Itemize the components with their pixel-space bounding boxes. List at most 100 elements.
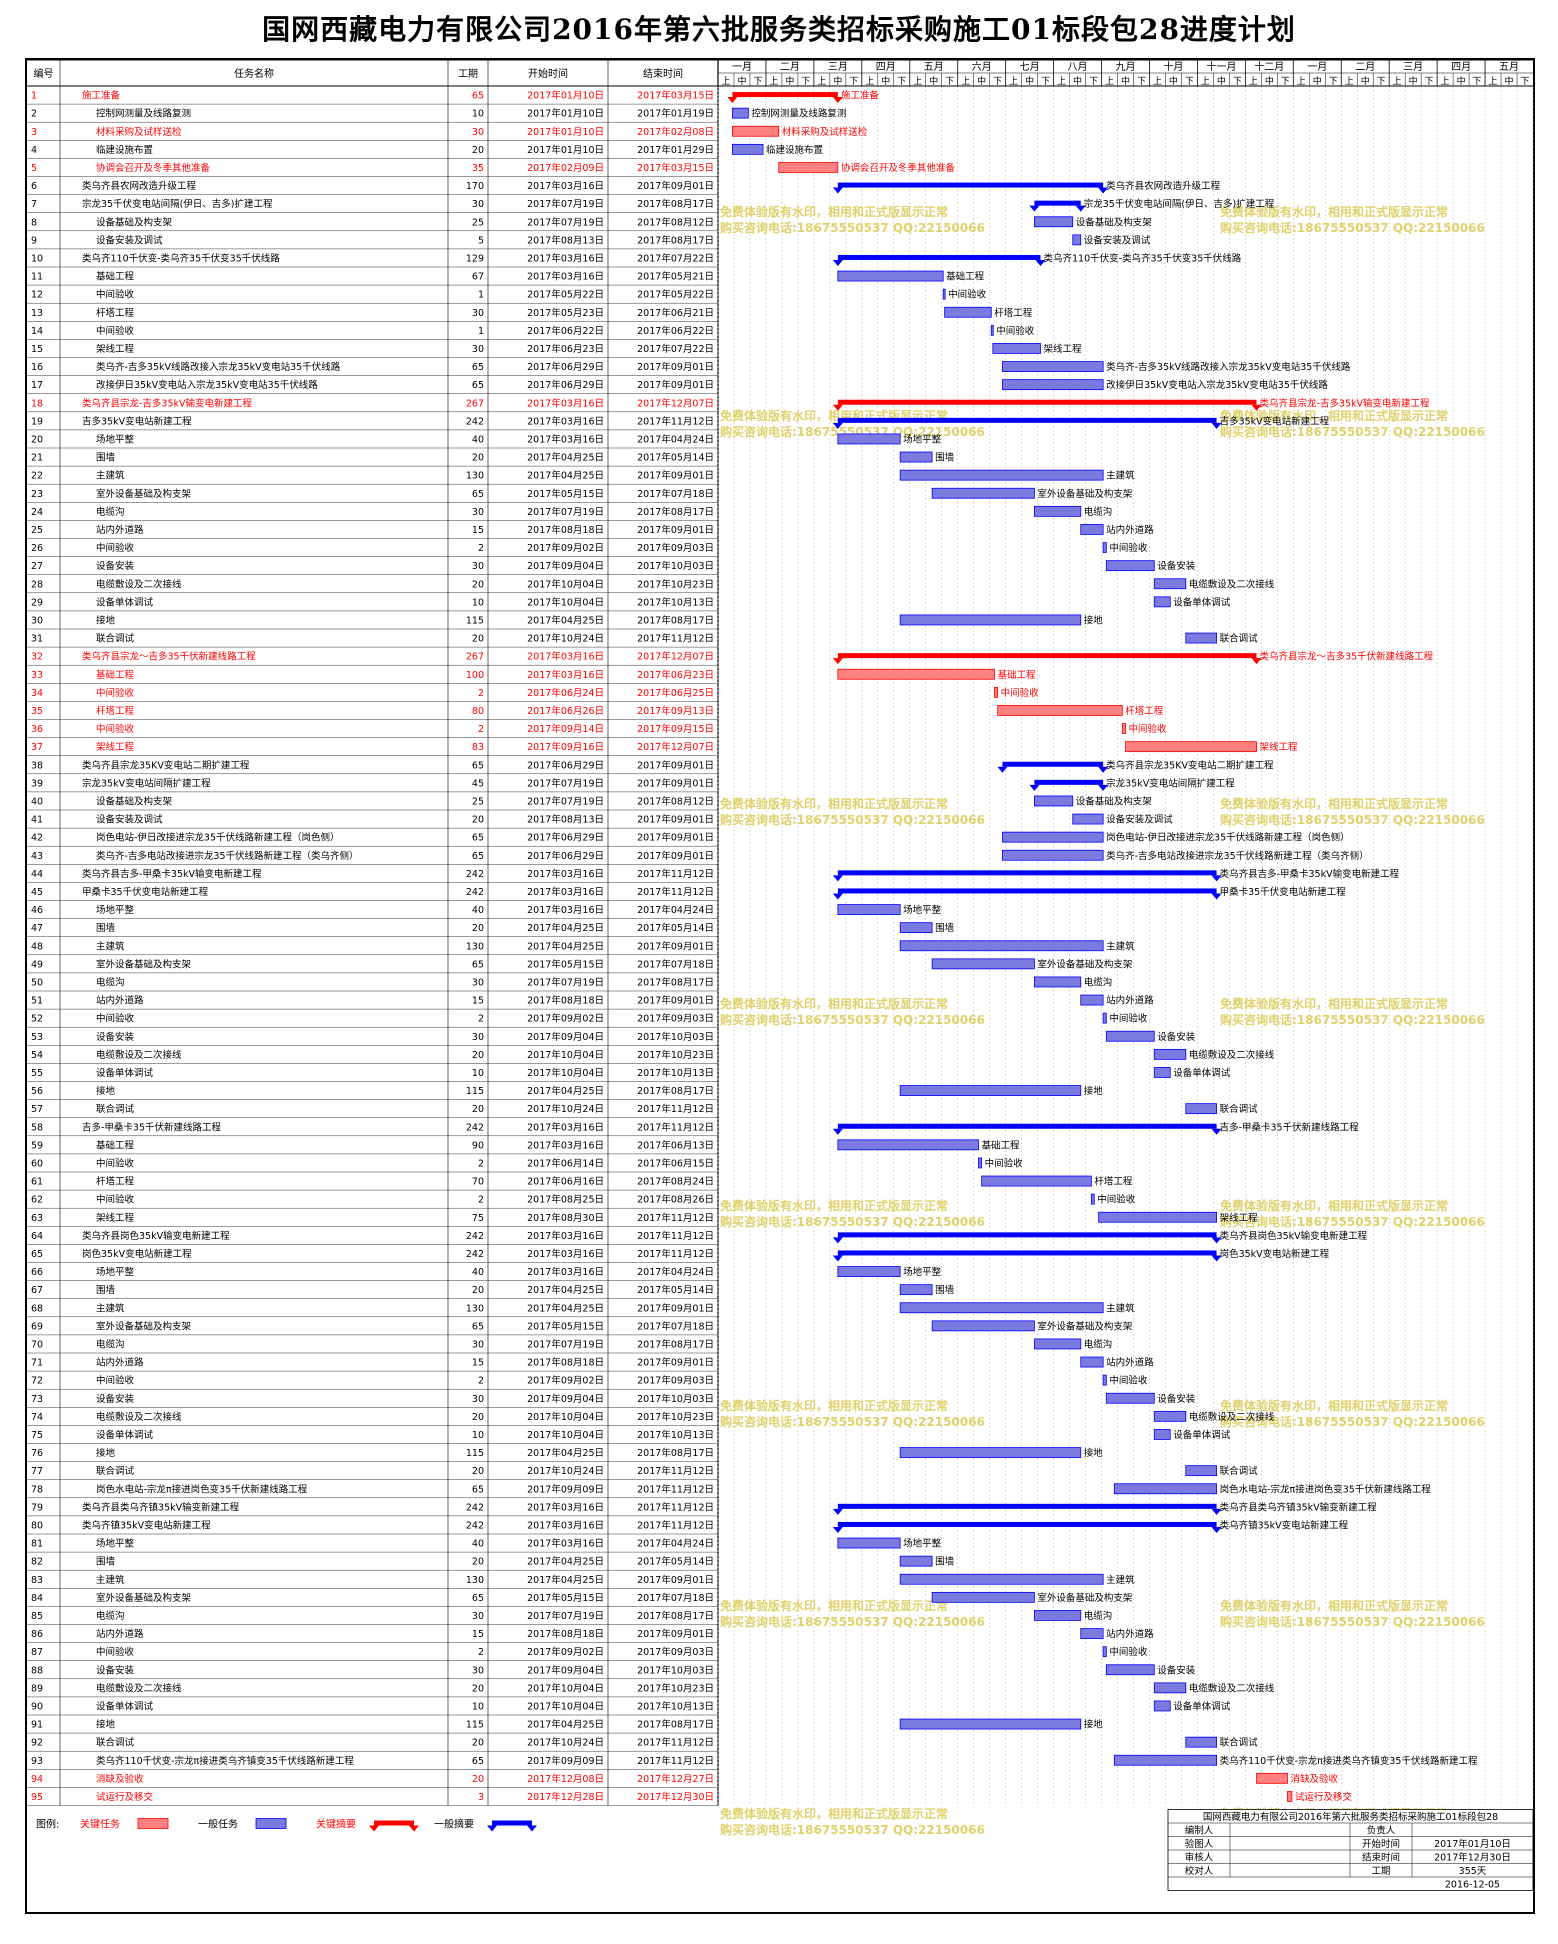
task-46-bar-label: 场地平整 (903, 904, 942, 916)
dekad-label: 上 (1201, 76, 1210, 87)
task-84-duration: 65 (472, 1593, 484, 1604)
task-66-id: 66 (31, 1267, 43, 1278)
watermark-text: 购买咨询电话:18675550537 QQ:22150066 (720, 1822, 985, 1837)
task-90-end: 2017年10月13日 (637, 1700, 714, 1712)
dekad-label: 中 (881, 75, 890, 87)
task-25-bar (1080, 524, 1104, 535)
dekad-label: 中 (1169, 75, 1178, 87)
task-8-name: 设备基础及构支架 (96, 216, 173, 228)
task-2-duration: 10 (472, 109, 484, 120)
task-10-duration: 129 (466, 253, 484, 264)
task-86-end: 2017年09月01日 (637, 1628, 714, 1640)
dekad-label: 上 (913, 76, 922, 87)
task-23-end: 2017年07月18日 (637, 488, 714, 500)
task-92-start: 2017年10月24日 (527, 1737, 604, 1749)
task-11-bar-label: 基础工程 (946, 271, 985, 283)
task-65-bar-label: 岗色35kV变电站新建工程 (1220, 1248, 1330, 1260)
dekad-label: 下 (1041, 77, 1050, 87)
task-49-duration: 65 (472, 959, 484, 970)
task-18-duration: 267 (466, 398, 484, 409)
task-4-name: 临建设施布置 (96, 144, 153, 156)
task-32-end: 2017年12月07日 (637, 651, 714, 663)
task-19-start: 2017年03月16日 (527, 415, 604, 427)
task-19-duration: 242 (466, 416, 484, 427)
task-34-duration: 2 (478, 688, 484, 699)
task-43-name: 类乌齐-吉多电站改接进宗龙35千伏线路新建工程（类乌齐侧） (96, 850, 359, 862)
task-76-end: 2017年08月17日 (637, 1447, 714, 1459)
task-20-bar-label: 场地平整 (903, 433, 942, 445)
task-7-id: 7 (31, 199, 37, 210)
task-32-summary-cap-start (832, 658, 843, 665)
task-19-bar-label: 吉多35kV变电站新建工程 (1220, 415, 1330, 427)
legend-summary-swatch (374, 1820, 414, 1826)
task-85-start: 2017年07月19日 (527, 1610, 604, 1622)
task-9-start: 2017年08月13日 (527, 234, 604, 246)
task-86-duration: 15 (472, 1629, 484, 1640)
task-33-duration: 100 (466, 670, 484, 681)
task-80-duration: 242 (466, 1520, 484, 1531)
task-77-bar-label: 联合调试 (1220, 1465, 1259, 1477)
task-23-name: 室外设备基础及构支架 (96, 488, 192, 500)
task-1-summary-bar (732, 92, 838, 98)
task-78-id: 78 (31, 1484, 43, 1495)
task-12-name: 中间验收 (96, 289, 135, 301)
task-1-bar-label: 施工准备 (841, 90, 880, 102)
task-46-start: 2017年03月16日 (527, 904, 604, 916)
task-20-duration: 40 (472, 434, 484, 445)
task-94-bar (1256, 1772, 1288, 1784)
task-67-name: 围墙 (96, 1284, 116, 1296)
watermark-text: 购买咨询电话:18675550537 QQ:22150066 (1220, 1012, 1485, 1027)
task-46-name: 场地平整 (96, 904, 135, 916)
task-17-duration: 65 (472, 380, 484, 391)
task-39-end: 2017年09月01日 (637, 777, 714, 789)
task-94-end: 2017年12月27日 (637, 1773, 714, 1785)
task-25-id: 25 (31, 525, 43, 536)
task-56-name: 接地 (96, 1085, 116, 1097)
task-54-start: 2017年10月04日 (527, 1049, 604, 1061)
task-42-start: 2017年06月29日 (527, 832, 604, 844)
task-24-bar-label: 电缆沟 (1084, 506, 1113, 518)
task-6-summary-cap-start (832, 187, 843, 194)
task-1-name: 施工准备 (82, 90, 121, 102)
task-26-end: 2017年09月03日 (637, 542, 714, 554)
task-74-bar-label: 电缆敷设及二次接线 (1189, 1411, 1275, 1423)
task-36-duration: 2 (478, 724, 484, 735)
task-69-end: 2017年07月18日 (637, 1320, 714, 1332)
task-13-bar (944, 306, 992, 318)
task-53-name: 设备安装 (96, 1031, 135, 1043)
task-67-bar (899, 1284, 933, 1296)
task-64-end: 2017年11月12日 (637, 1230, 714, 1242)
task-38-bar-label: 类乌齐县宗龙35KV变电站二期扩建工程 (1106, 759, 1274, 771)
task-85-name: 电缆沟 (96, 1610, 125, 1622)
task-73-id: 73 (31, 1394, 43, 1405)
task-18-id: 18 (31, 398, 43, 409)
task-48-id: 48 (31, 941, 43, 952)
task-54-bar-label: 电缆敷设及二次接线 (1189, 1049, 1275, 1061)
task-6-name: 类乌齐县农网改造升级工程 (82, 180, 197, 192)
task-81-bar (837, 1537, 901, 1549)
task-62-end: 2017年08月26日 (637, 1194, 714, 1206)
task-30-duration: 115 (466, 615, 484, 626)
task-18-summary-cap-start (832, 404, 843, 411)
task-42-bar (1002, 831, 1104, 843)
task-56-bar-label: 接地 (1084, 1085, 1104, 1097)
task-13-bar-label: 杆塔工程 (994, 307, 1033, 319)
info-box-label: 负责人 (1367, 1825, 1396, 1837)
task-81-start: 2017年03月16日 (527, 1538, 604, 1550)
task-64-bar-label: 类乌齐县岗色35kV输变电新建工程 (1220, 1230, 1368, 1242)
task-18-bar-label: 类乌齐县宗龙-吉多35kV输变电新建工程 (1260, 397, 1431, 409)
task-17-start: 2017年06月29日 (527, 379, 604, 391)
dekad-label: 上 (1153, 76, 1162, 87)
task-23-bar-label: 室外设备基础及构支架 (1037, 488, 1133, 500)
task-51-bar-label: 站内外道路 (1106, 995, 1154, 1007)
task-33-start: 2017年03月16日 (527, 669, 604, 681)
task-55-duration: 10 (472, 1068, 484, 1079)
dekad-label: 下 (1473, 77, 1482, 87)
task-12-id: 12 (31, 290, 43, 301)
task-65-summary-cap-end (1211, 1255, 1222, 1262)
task-93-bar (1113, 1754, 1217, 1766)
task-37-id: 37 (31, 742, 43, 753)
task-65-id: 65 (31, 1249, 43, 1260)
watermark-text: 免费体验版有水印，相用和正式版显示正常 (720, 1806, 948, 1821)
task-36-start: 2017年09月14日 (527, 723, 604, 735)
